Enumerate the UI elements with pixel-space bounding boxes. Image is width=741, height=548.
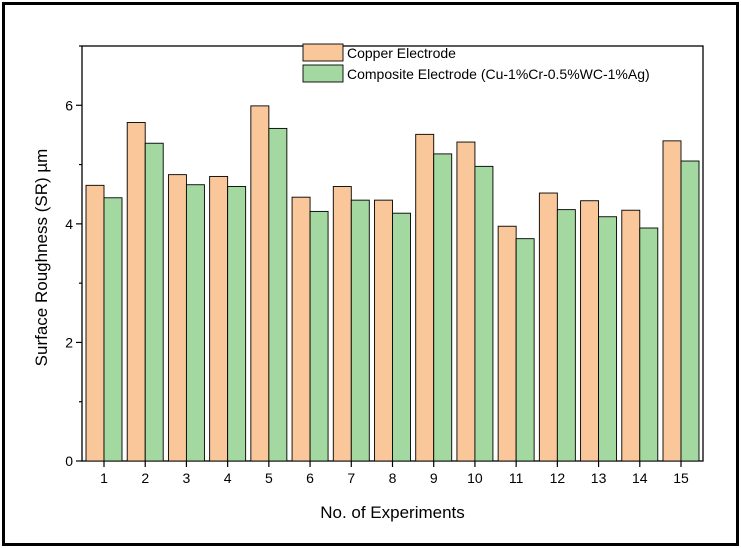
x-tick-label-5: 5 <box>265 470 273 486</box>
x-tick-label-12: 12 <box>550 470 566 486</box>
x-tick-label-14: 14 <box>632 470 648 486</box>
bar-copper-1 <box>85 184 105 462</box>
bar-composite-1 <box>103 197 123 462</box>
x-tick-label-6: 6 <box>306 470 314 486</box>
bar-copper-2 <box>126 122 146 462</box>
y-tick-label-2: 2 <box>65 334 73 350</box>
bar-composite-11 <box>515 238 535 462</box>
bar-composite-12 <box>556 209 576 462</box>
legend: Copper Electrode Composite Electrode (Cu-… <box>302 43 650 83</box>
x-tick-label-9: 9 <box>430 470 438 486</box>
bar-copper-7 <box>332 186 352 462</box>
x-axis-title: No. of Experiments <box>320 503 465 522</box>
bars-group <box>85 105 700 462</box>
bar-composite-6 <box>309 210 329 462</box>
x-tick-label-13: 13 <box>591 470 607 486</box>
y-tick-label-4: 4 <box>65 216 73 232</box>
bar-copper-11 <box>497 225 517 462</box>
bar-composite-5 <box>268 127 288 462</box>
bar-composite-3 <box>185 184 205 462</box>
bar-copper-12 <box>538 192 558 462</box>
bar-copper-10 <box>456 141 476 462</box>
bar-composite-10 <box>474 165 494 462</box>
bar-copper-8 <box>374 199 393 462</box>
x-tick-label-3: 3 <box>183 470 191 486</box>
bar-composite-4 <box>227 186 247 462</box>
x-tick-label-15: 15 <box>673 470 689 486</box>
legend-swatch-copper <box>302 43 344 62</box>
x-tick-label-2: 2 <box>141 470 149 486</box>
bar-copper-5 <box>250 105 270 462</box>
bar-copper-13 <box>580 200 600 462</box>
x-tick-label-4: 4 <box>224 470 232 486</box>
y-tick-label-0: 0 <box>65 453 73 469</box>
bar-copper-9 <box>415 133 435 462</box>
bar-copper-14 <box>621 209 641 462</box>
bar-composite-9 <box>433 153 453 462</box>
bar-copper-6 <box>291 196 311 462</box>
bar-composite-7 <box>350 199 370 462</box>
bar-composite-15 <box>680 160 700 462</box>
bar-composite-14 <box>639 227 659 462</box>
y-tick-label-6: 6 <box>65 97 73 113</box>
x-tick-label-1: 1 <box>100 470 108 486</box>
bar-composite-13 <box>598 216 618 462</box>
bar-copper-15 <box>662 140 682 462</box>
bar-copper-3 <box>167 174 187 462</box>
legend-label-copper: Copper Electrode <box>347 45 456 61</box>
bar-composite-2 <box>144 142 164 462</box>
bar-copper-4 <box>209 175 229 462</box>
x-tick-label-8: 8 <box>389 470 397 486</box>
x-tick-label-7: 7 <box>347 470 355 486</box>
legend-swatch-composite <box>302 64 344 83</box>
bar-composite-8 <box>392 212 411 462</box>
y-axis-title: Surface Roughness (SR) µm <box>32 149 51 367</box>
x-tick-label-11: 11 <box>509 470 524 486</box>
x-tick-label-10: 10 <box>467 470 483 486</box>
legend-label-composite: Composite Electrode (Cu-1%Cr-0.5%WC-1%Ag… <box>347 66 650 82</box>
